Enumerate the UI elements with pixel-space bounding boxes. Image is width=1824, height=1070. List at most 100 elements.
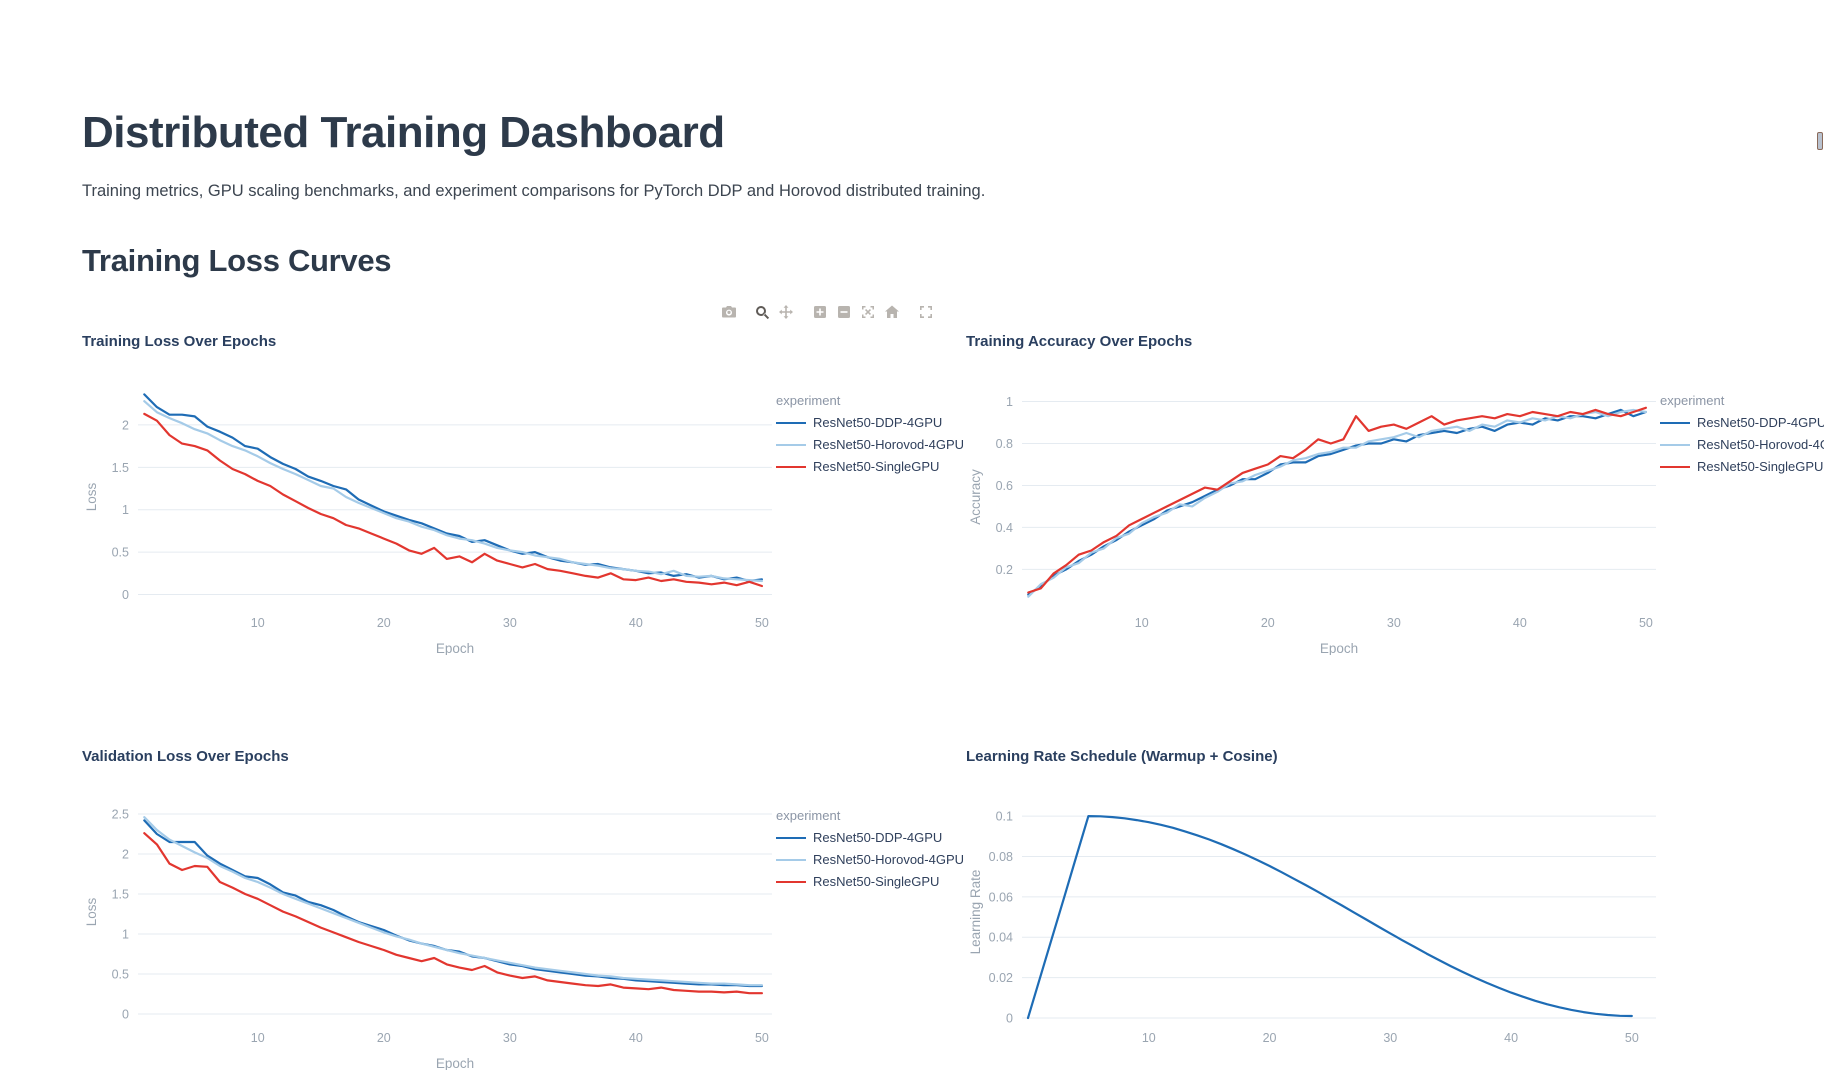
series-line-ResNet50-DDP-4GPU	[143, 393, 764, 583]
legend-swatch-line	[1660, 465, 1690, 468]
legend-item[interactable]: ResNet50-SingleGPU	[1660, 459, 1824, 474]
series-line-lr	[1026, 815, 1633, 1020]
series-line-ResNet50-DDP-4GPU	[1027, 408, 1648, 596]
y-tick-label: 2	[122, 848, 129, 862]
x-tick-label: 20	[377, 1031, 391, 1045]
legend-swatch-line	[776, 421, 806, 424]
legend-item[interactable]: ResNet50-Horovod-4GPU	[1660, 437, 1824, 452]
modebar-group	[750, 301, 798, 323]
y-tick-label: 0	[122, 588, 129, 602]
x-tick-label: 20	[1263, 1031, 1277, 1045]
chart-plot-area[interactable]: 0 0.5 1 1.5 2 10 20 30 40 50 Epoch Loss	[82, 383, 942, 655]
x-tick-label: 10	[1135, 616, 1149, 630]
x-tick-label: 30	[1387, 616, 1401, 630]
x-tick-label: 40	[629, 616, 643, 630]
series-line-ResNet50-DDP-4GPU	[143, 819, 764, 988]
legend-item[interactable]: ResNet50-Horovod-4GPU	[776, 437, 964, 452]
zoom-button[interactable]	[750, 301, 774, 323]
chart-title: Validation Loss Over Epochs	[82, 748, 289, 765]
legend-title: experiment	[1660, 393, 1725, 408]
legend-label: ResNet50-SingleGPU	[813, 874, 940, 889]
x-axis-title: Epoch	[436, 641, 474, 655]
y-tick-label: 2.5	[112, 808, 129, 822]
y-tick-label: 0.1	[996, 810, 1013, 824]
charts-grid: Training Loss Over Epochs 0 0.5 1 1.5 2 10 20 30…	[82, 301, 1824, 1070]
series-line-ResNet50-SingleGPU	[143, 412, 764, 588]
chart-plot-area[interactable]: 0.2 0.4 0.6 0.8 1 10 20 30 40 50 Epoch Accuracy	[966, 383, 1824, 655]
scrollbar-thumb[interactable]	[1817, 132, 1823, 150]
x-tick-label: 50	[1639, 616, 1653, 630]
pan-button[interactable]	[774, 301, 798, 323]
zoom-out-button[interactable]	[832, 301, 856, 323]
autoscale-icon	[862, 306, 874, 318]
chart-training-accuracy: Training Accuracy Over Epochs 0.2 0.4 0.6 0.…	[966, 333, 1824, 655]
page-subtitle: Training metrics, GPU scaling benchmarks…	[82, 182, 986, 200]
reset-axes-home-button[interactable]	[880, 301, 904, 323]
y-tick-label: 0.2	[996, 563, 1013, 577]
x-tick-label: 10	[1142, 1031, 1156, 1045]
legend-item[interactable]: ResNet50-DDP-4GPU	[776, 830, 946, 845]
x-tick-label: 40	[1513, 616, 1527, 630]
legend: experiment ResNet50-DDP-4GPU ResNet50-Horo…	[776, 393, 964, 481]
legend: experiment ResNet50-DDP-4GPU ResNet50-Horo…	[1660, 393, 1824, 481]
legend-item[interactable]: ResNet50-Horovod-4GPU	[776, 852, 964, 867]
x-axis-title: Epoch	[436, 1056, 474, 1070]
legend-swatch-line	[1660, 421, 1690, 424]
series-line-ResNet50-SingleGPU	[143, 832, 764, 995]
legend-label: ResNet50-DDP-4GPU	[1697, 415, 1824, 430]
y-tick-label: 0.8	[996, 437, 1013, 451]
x-tick-label: 50	[755, 616, 769, 630]
x-tick-label: 20	[1261, 616, 1275, 630]
y-tick-label: 0	[1006, 1012, 1013, 1026]
legend-swatch-line	[1660, 443, 1690, 446]
legend-swatch-line	[776, 880, 806, 883]
pan-icon	[779, 305, 793, 319]
y-tick-label: 0.06	[989, 890, 1013, 904]
download-plot-camera-button[interactable]	[716, 301, 740, 323]
reset-axes-home-icon	[885, 305, 899, 318]
modebar-group	[716, 301, 740, 323]
y-tick-label: 0.6	[996, 479, 1013, 493]
y-axis-title: Loss	[84, 897, 99, 926]
legend-item[interactable]: ResNet50-DDP-4GPU	[1660, 415, 1824, 430]
x-tick-label: 50	[1625, 1031, 1639, 1045]
y-tick-label: 0.4	[996, 521, 1013, 535]
legend-label: ResNet50-SingleGPU	[1697, 459, 1824, 474]
plotly-modebar	[706, 301, 938, 323]
legend-title: experiment	[776, 393, 841, 408]
series-line-ResNet50-Horovod-4GPU	[143, 816, 764, 987]
series-line-ResNet50-SingleGPU	[1027, 406, 1648, 594]
x-tick-label: 40	[629, 1031, 643, 1045]
chart-learning-rate: Learning Rate Schedule (Warmup + Cosine)…	[966, 748, 1824, 1070]
legend-swatch-line	[776, 858, 806, 861]
legend-label: ResNet50-DDP-4GPU	[813, 415, 943, 430]
legend-swatch-line	[776, 443, 806, 446]
x-tick-label: 10	[251, 1031, 265, 1045]
y-tick-label: 0.5	[112, 546, 129, 560]
zoom-in-icon	[814, 306, 826, 318]
legend-swatch-line	[776, 836, 806, 839]
x-tick-label: 50	[755, 1031, 769, 1045]
y-tick-label: 0.04	[989, 931, 1013, 945]
x-tick-label: 10	[251, 616, 265, 630]
y-axis-title: Loss	[84, 482, 99, 511]
y-tick-label: 1	[122, 503, 129, 517]
zoom-out-icon	[838, 306, 850, 318]
series-line-ResNet50-Horovod-4GPU	[1027, 408, 1648, 598]
y-tick-label: 0.02	[989, 971, 1013, 985]
y-tick-label: 0	[122, 1008, 129, 1022]
chart-validation-loss: Validation Loss Over Epochs 0 0.5 1 1.5 2 2.5 1…	[82, 748, 964, 1070]
chart-plot-area[interactable]: 0 0.02 0.04 0.06 0.08 0.1 10 20 30 40 50 Learning R…	[966, 798, 1824, 1070]
x-tick-label: 30	[503, 1031, 517, 1045]
x-tick-label: 30	[1383, 1031, 1397, 1045]
x-tick-label: 30	[503, 616, 517, 630]
autoscale-button[interactable]	[856, 301, 880, 323]
scrollbar[interactable]	[1817, 108, 1824, 1003]
fullscreen-button[interactable]	[914, 301, 938, 323]
legend-item[interactable]: ResNet50-SingleGPU	[776, 459, 946, 474]
legend-item[interactable]: ResNet50-DDP-4GPU	[776, 415, 946, 430]
legend-item[interactable]: ResNet50-SingleGPU	[776, 874, 946, 889]
chart-title: Training Loss Over Epochs	[82, 333, 277, 350]
y-tick-label: 0.08	[989, 850, 1013, 864]
zoom-in-button[interactable]	[808, 301, 832, 323]
